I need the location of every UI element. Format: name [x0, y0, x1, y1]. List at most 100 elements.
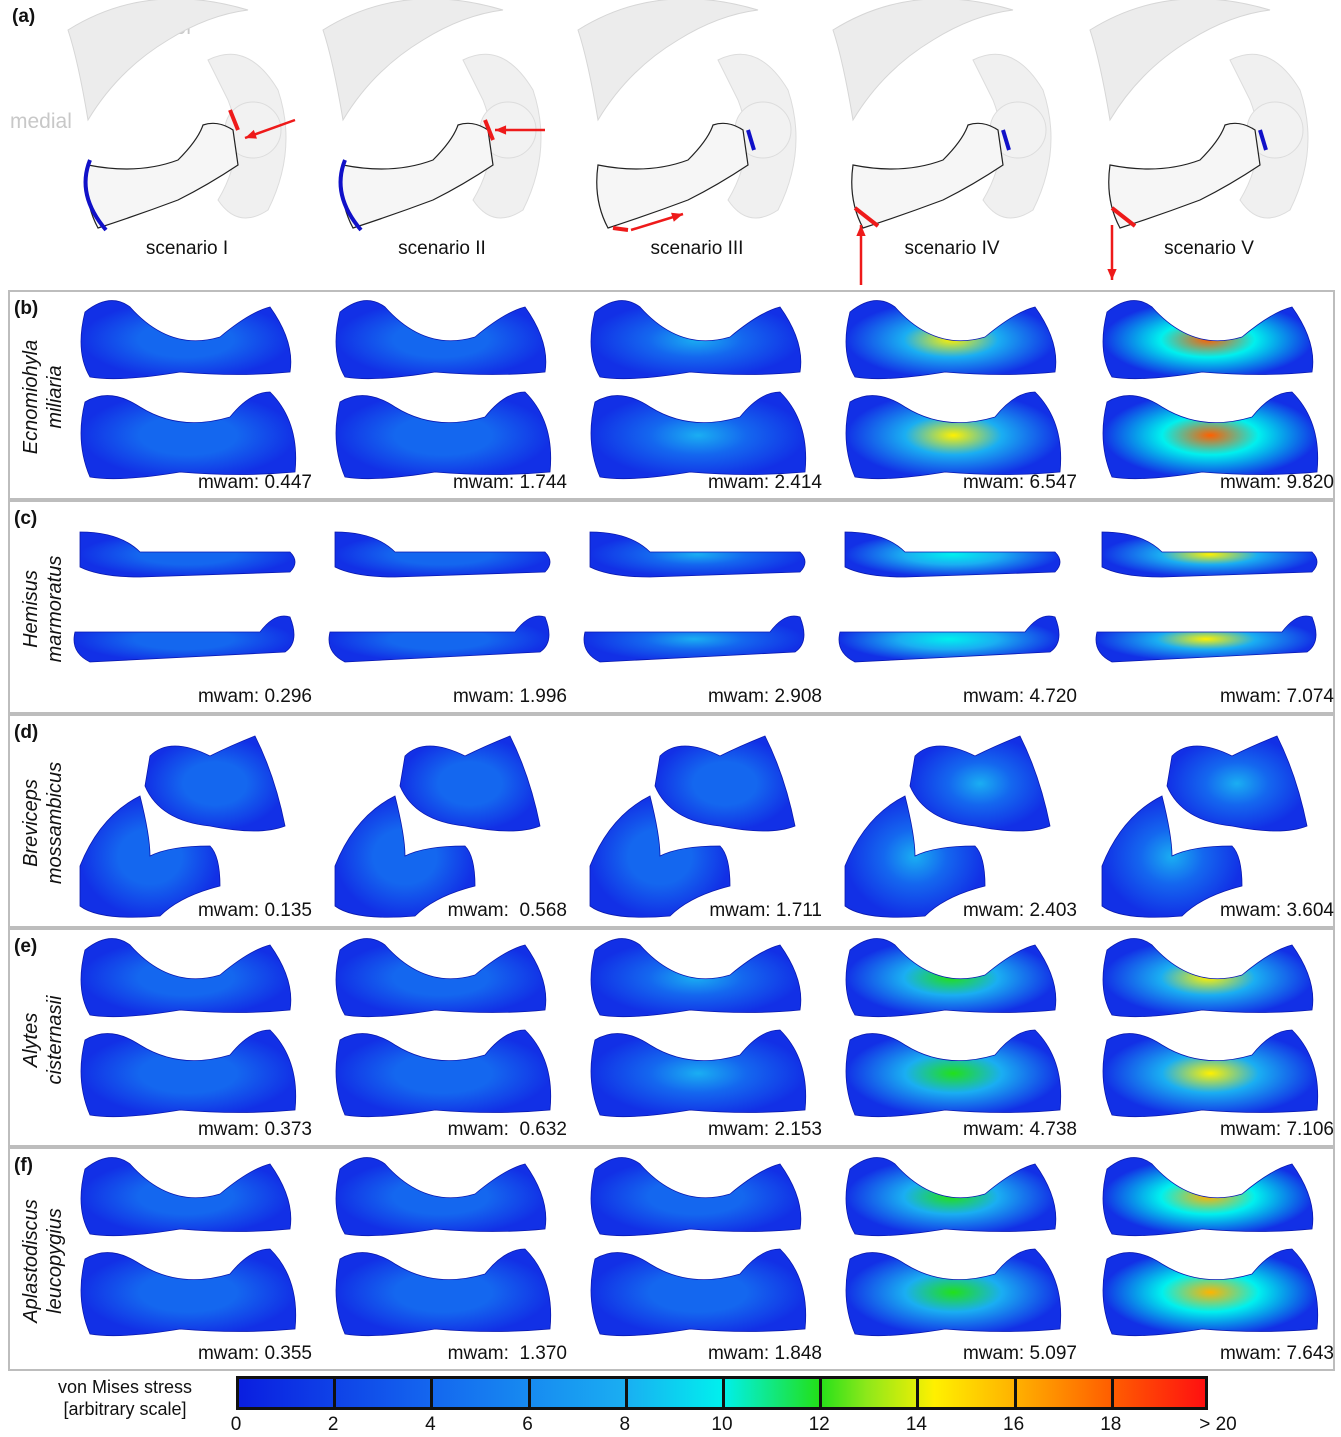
- bone-view-bottom: [845, 1248, 1062, 1337]
- bone-stress-map: [1102, 938, 1319, 1118]
- bone-view-top: [335, 938, 547, 1018]
- mwam-value: mwam: 1.711: [709, 900, 822, 921]
- bone-view-bottom: [844, 795, 986, 918]
- mwam-value: mwam: 7.643: [1219, 1343, 1334, 1364]
- stress-result-cell: mwam: 1.996: [315, 502, 573, 716]
- constraint-mark: [83, 159, 108, 232]
- bone-view-bottom: [335, 391, 552, 480]
- stress-result-cell: mwam: 0.373: [60, 930, 318, 1149]
- load-mark: [228, 109, 240, 131]
- colorbar-tick-label: 10: [711, 1414, 733, 1435]
- medial-label: medial: [10, 110, 72, 133]
- load-mark: [612, 226, 629, 232]
- bone-stress-map: [590, 938, 807, 1118]
- bone-view-top: [335, 1157, 547, 1237]
- bone-view-bottom: [583, 615, 805, 663]
- mwam-value: mwam: 1.744: [452, 472, 567, 493]
- force-arrow-head: [495, 125, 507, 135]
- bone-view-bottom: [335, 1248, 552, 1337]
- bone-view-bottom: [80, 1248, 297, 1337]
- mwam-value: mwam: 0.632: [447, 1119, 567, 1140]
- scenario-label: scenario II: [398, 238, 486, 259]
- bone-view-top: [80, 938, 292, 1018]
- bone-stress-map: [335, 1157, 552, 1337]
- bone-view-bottom: [590, 1248, 807, 1337]
- bone-view-top: [80, 300, 292, 380]
- stress-result-cell: mwam: 0.355: [60, 1149, 318, 1373]
- panel-letter: (f): [14, 1155, 33, 1176]
- stress-result-cell: mwam: 2.908: [570, 502, 828, 716]
- stress-result-cell: mwam: 1.711: [570, 716, 828, 930]
- mwam-value: mwam: 7.106: [1219, 1119, 1334, 1140]
- bone-view-bottom: [80, 391, 297, 480]
- bone-view-bottom: [590, 1029, 807, 1118]
- constraint-mark: [1001, 129, 1011, 151]
- bone-view-top: [590, 1157, 802, 1237]
- stress-result-cell: mwam: 6.547: [825, 292, 1083, 502]
- stress-result-cell: mwam: 1.370: [315, 1149, 573, 1373]
- bone-view-bottom: [1095, 615, 1317, 663]
- colorbar-divider: [1110, 1379, 1114, 1407]
- panel-letter: (c): [14, 508, 38, 529]
- stress-result-cell: mwam: 7.643: [1082, 1149, 1340, 1373]
- mwam-value: mwam: 1.996: [452, 686, 567, 707]
- bone-stress-map: [334, 735, 541, 918]
- colorbar-divider: [916, 1379, 920, 1407]
- force-arrow-head: [245, 129, 257, 139]
- force-arrow-head: [1107, 268, 1117, 280]
- colorbar-divider: [527, 1379, 531, 1407]
- stress-result-cell: mwam: 0.135: [60, 716, 318, 930]
- bone-stress-map: [335, 938, 552, 1118]
- mwam-value: mwam: 1.370: [447, 1343, 567, 1364]
- bone-view-top: [79, 531, 296, 578]
- colorbar-tick-label: 4: [425, 1414, 436, 1435]
- bone-view-bottom: [328, 615, 550, 663]
- mwam-value: mwam: 2.414: [707, 472, 822, 493]
- bone-stress-map: [589, 735, 796, 918]
- bone-view-top: [1166, 735, 1308, 832]
- bone-view-bottom: [334, 795, 476, 918]
- bone-stress-map: [335, 300, 552, 480]
- mwam-value: mwam: 6.547: [962, 472, 1077, 493]
- load-mark: [853, 206, 880, 228]
- species-name-line1: Aplastodiscus: [20, 1199, 42, 1323]
- species-name-line1: Alytes: [20, 1012, 42, 1067]
- bone-view-top: [399, 735, 541, 832]
- scenario-label: scenario I: [145, 238, 229, 259]
- mwam-value: mwam: 0.135: [197, 900, 312, 921]
- bone-stress-map: [590, 1157, 807, 1337]
- species-panel-3: (d) Breviceps mossambicus mwam: 0.135 mwam…: [8, 714, 1335, 928]
- force-arrow-head: [856, 225, 866, 237]
- colorbar-tick-label: 6: [522, 1414, 533, 1435]
- bone-view-top: [654, 735, 796, 832]
- bone-stress-map: [838, 531, 1061, 663]
- bone-view-bottom: [1102, 391, 1319, 480]
- mwam-value: mwam: 0.373: [197, 1119, 312, 1140]
- panel-letter: (b): [14, 298, 39, 319]
- mwam-value: mwam: 2.403: [962, 900, 1077, 921]
- mwam-value: mwam: 1.848: [707, 1343, 822, 1364]
- bone-view-bottom: [80, 1029, 297, 1118]
- bone-stress-map: [845, 1157, 1062, 1337]
- legend-title: von Mises stress [arbitrary scale]: [30, 1376, 220, 1420]
- pectoral-girdle-diagram: [1089, 0, 1309, 280]
- bone-view-bottom: [590, 391, 807, 480]
- bone-stress-map: [845, 300, 1062, 480]
- bone-stress-map: [583, 531, 806, 663]
- colorbar-tick-label: 16: [1003, 1414, 1025, 1435]
- bone-stress-map: [73, 531, 296, 663]
- bone-stress-map: [79, 735, 286, 918]
- legend-title-line2: [arbitrary scale]: [63, 1399, 187, 1419]
- stress-result-cell: mwam: 0.632: [315, 930, 573, 1149]
- bone-view-bottom: [845, 1029, 1062, 1118]
- stress-result-cell: mwam: 7.106: [1082, 930, 1340, 1149]
- bone-view-top: [144, 735, 286, 832]
- stress-result-cell: mwam: 5.097: [825, 1149, 1083, 1373]
- bone-view-bottom: [79, 795, 221, 918]
- bone-stress-map: [1101, 735, 1308, 918]
- pectoral-girdle-diagram: [832, 0, 1052, 285]
- legend-title-line1: von Mises stress: [57, 1377, 193, 1397]
- bone-stress-map: [80, 1157, 297, 1337]
- bone-stress-map: [80, 938, 297, 1118]
- bone-view-bottom: [335, 1029, 552, 1118]
